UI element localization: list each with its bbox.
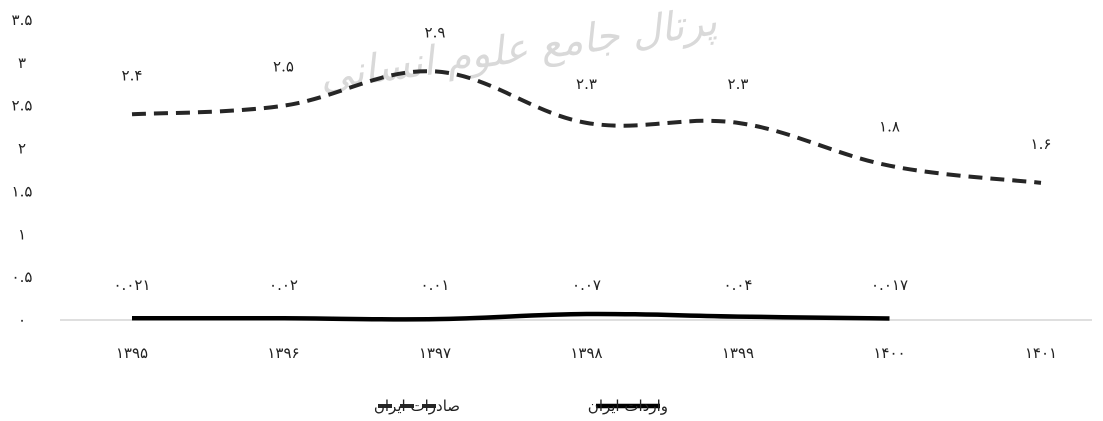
exports-data-label: ۲.۵ [273, 58, 294, 76]
x-tick-label: ۱۳۹۷ [419, 344, 451, 362]
imports-data-label: ۰.۰۱۷ [871, 276, 908, 294]
imports-data-label: ۰.۰۴ [724, 276, 753, 294]
y-tick-label: ۳ [18, 54, 26, 72]
y-tick-label: ۱ [18, 225, 26, 243]
exports-data-label: ۱.۸ [879, 118, 900, 136]
y-tick-label: ۳.۵ [12, 11, 33, 29]
exports-data-label: ۲.۳ [576, 75, 597, 93]
x-tick-label: ۱۳۹۵ [116, 344, 148, 362]
exports-data-label: ۲.۳ [728, 75, 749, 93]
exports-data-label: ۱.۶ [1031, 135, 1052, 153]
series-layer [131, 69, 1042, 322]
y-tick-label: ۲.۵ [12, 97, 33, 115]
legend-imports-label: واردات ایران [588, 397, 668, 415]
x-tick-label: ۱۳۹۶ [267, 344, 299, 362]
imports-data-label: ۰.۰۲۱ [114, 276, 151, 294]
y-tick-label: ۰.۵ [12, 268, 33, 286]
legend-exports-label: صادرات ایران [374, 397, 460, 415]
exports-data-label: ۲.۴ [122, 66, 143, 84]
exports-series-line [131, 69, 1042, 185]
x-tick-label: ۱۳۹۸ [570, 344, 602, 362]
y-tick-label: ۲ [18, 140, 26, 158]
imports-series-line [131, 311, 890, 322]
x-tick-label: ۱۴۰۰ [873, 344, 905, 362]
data-labels: ۲.۴ ۲.۵ ۲.۹ ۲.۳ ۲.۳ ۱.۸ ۱.۶ ۰.۰۲۱ ۰.۰۲ ۰.۰۱ ۰.۰۷ ۰.… [114, 23, 1052, 294]
y-tick-label: ۰ [18, 311, 26, 329]
exports-data-label: ۲.۹ [425, 23, 446, 41]
watermark-text: پرتال جامع علوم انسانی [317, 0, 720, 100]
y-tick-label: ۱.۵ [12, 182, 33, 200]
x-tick-label: ۱۴۰۱ [1025, 344, 1057, 362]
y-axis: ۰ ۰.۵ ۱ ۱.۵ ۲ ۲.۵ ۳ ۳.۵ [12, 11, 33, 329]
imports-data-label: ۰.۰۲ [269, 276, 298, 294]
legend: صادرات ایران واردات ایران [374, 397, 668, 415]
x-tick-label: ۱۳۹۹ [722, 344, 754, 362]
imports-data-label: ۰.۰۱ [421, 276, 450, 294]
imports-data-label: ۰.۰۷ [572, 276, 601, 294]
x-axis: ۱۳۹۵ ۱۳۹۶ ۱۳۹۷ ۱۳۹۸ ۱۳۹۹ ۱۴۰۰ ۱۴۰۱ [60, 319, 1092, 362]
